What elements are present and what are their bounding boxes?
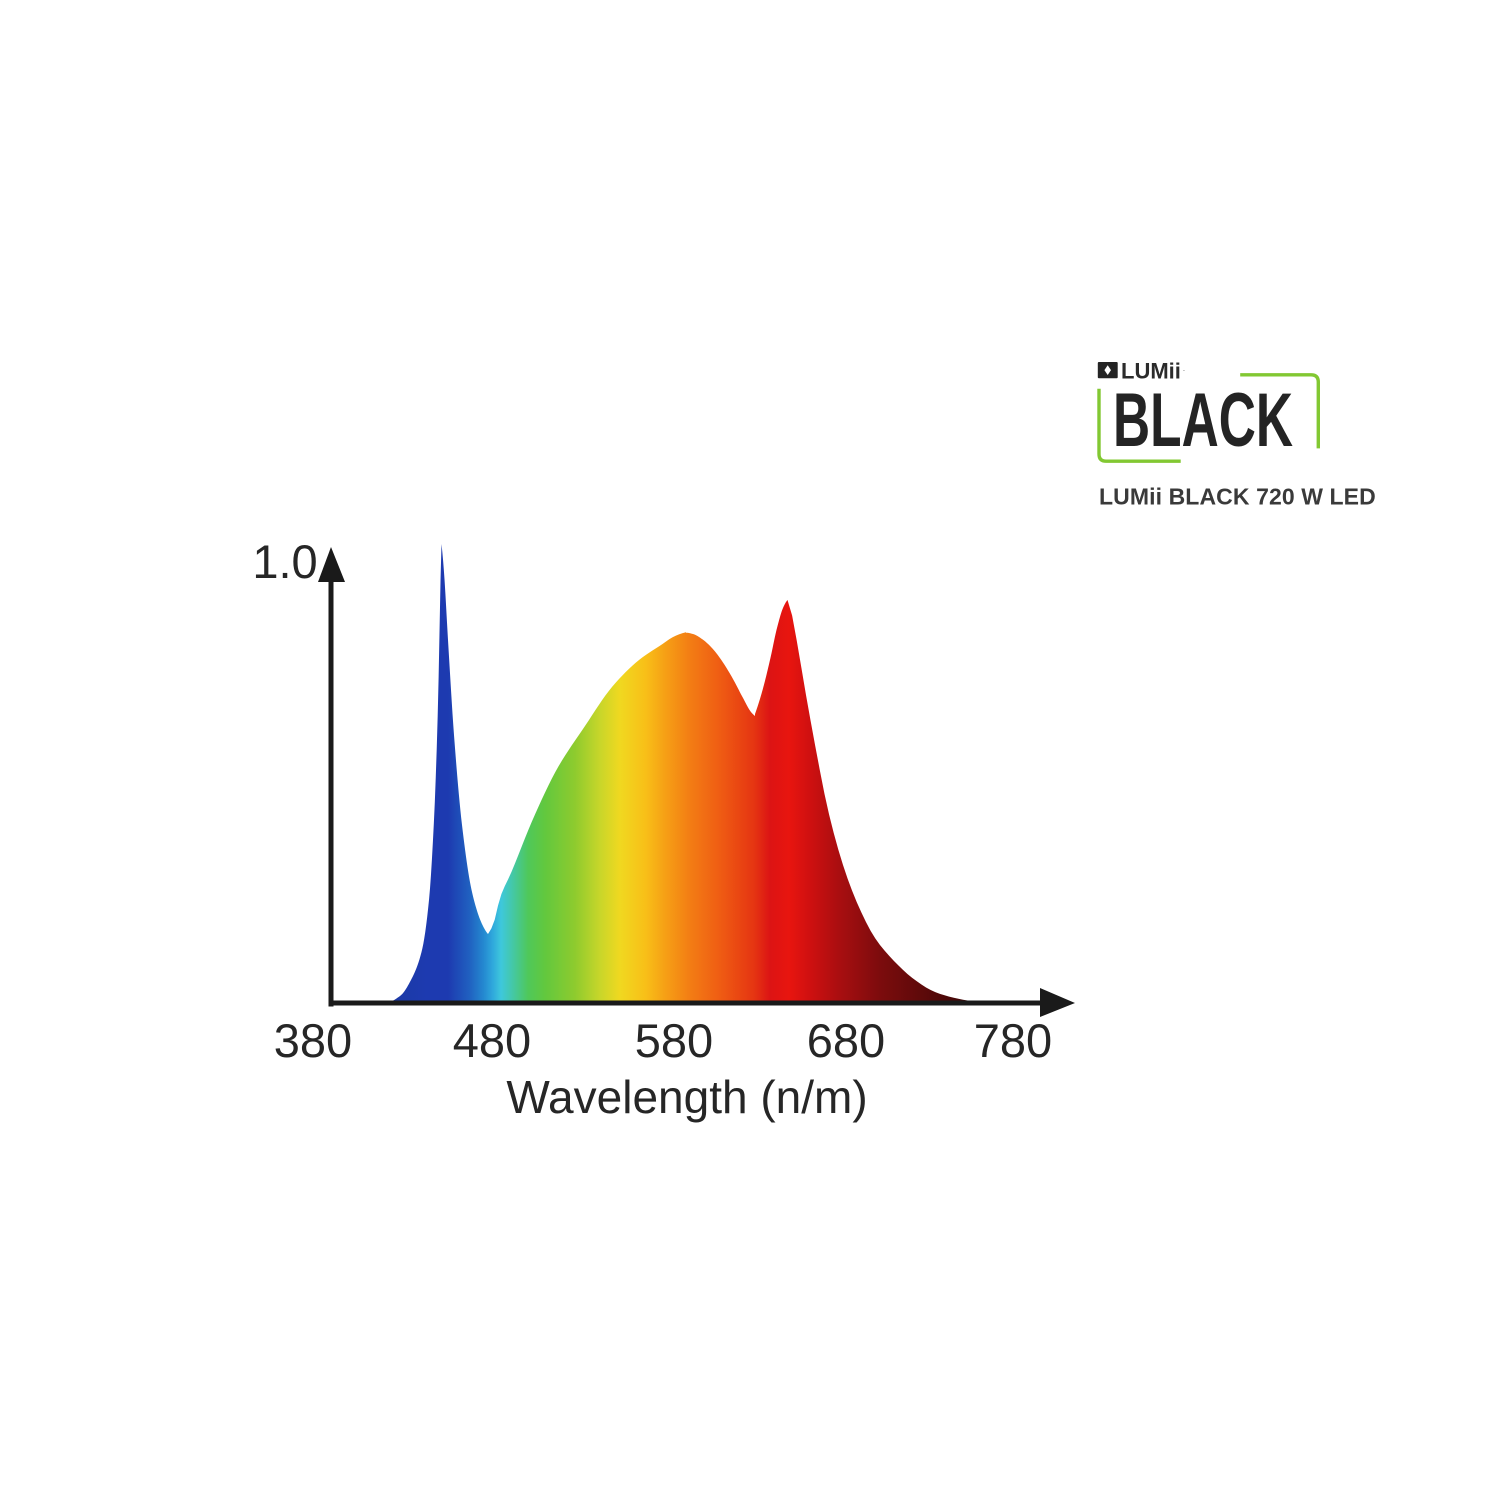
svg-text:780: 780 — [974, 1014, 1052, 1067]
svg-text:1.0: 1.0 — [252, 535, 317, 588]
svg-text:380: 380 — [274, 1014, 352, 1067]
svg-text:Wavelength (n/m): Wavelength (n/m) — [506, 1071, 867, 1123]
svg-text:680: 680 — [807, 1014, 885, 1067]
svg-text:580: 580 — [635, 1014, 713, 1067]
svg-text:480: 480 — [453, 1014, 531, 1067]
